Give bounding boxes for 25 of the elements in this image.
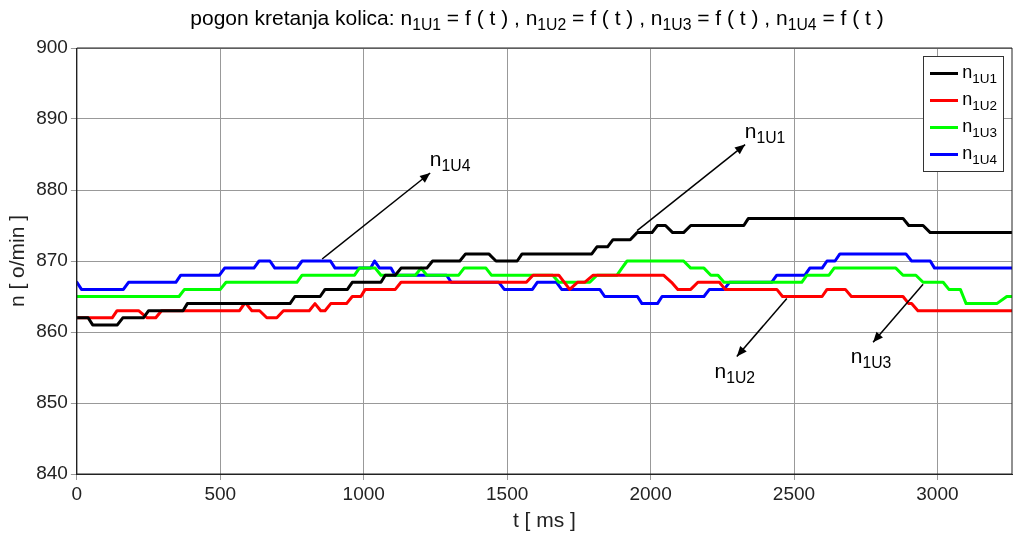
- x-tick-label: 2000: [629, 482, 672, 504]
- x-tick-label: 3000: [916, 482, 959, 504]
- x-tick-label: 500: [204, 482, 237, 504]
- annotation: n$_{1U4}$: [429, 146, 471, 176]
- legend-label: n$_{1U3}$: [962, 115, 997, 140]
- x-axis-title: t [ ms ]: [512, 508, 576, 532]
- annotation: n$_{1U3}$: [850, 344, 892, 373]
- x-tick-label: 1500: [486, 482, 529, 504]
- y-tick-label: 900: [36, 36, 68, 58]
- y-tick-label: 850: [36, 391, 68, 413]
- y-tick-label: 860: [36, 320, 68, 342]
- y-tick-label: 890: [36, 107, 68, 129]
- legend-label: n$_{1U2}$: [962, 88, 997, 113]
- x-tick-label: 1000: [342, 482, 385, 504]
- legend-label: n$_{1U1}$: [962, 61, 997, 86]
- annotation: n$_{1U1}$: [744, 118, 786, 147]
- x-tick-label: 0: [71, 482, 83, 504]
- y-tick-label: 840: [36, 462, 68, 484]
- y-tick-label: 880: [36, 178, 68, 200]
- legend-label: n$_{1U4}$: [962, 142, 997, 167]
- y-tick-label: 870: [36, 249, 68, 271]
- chart-title: pogon kretanja kolica: n$_{1U1}$ = f ( t ) , n$_{1U2}$ = f ( t ) , n$_{1U3}$ = f ( t ) , n$_{1U4}$ = f ( t ): [190, 6, 884, 34]
- annotation: n$_{1U2}$: [714, 358, 756, 387]
- y-axis-title: n [ o/min ]: [5, 214, 29, 308]
- x-tick-label: 2500: [772, 482, 816, 504]
